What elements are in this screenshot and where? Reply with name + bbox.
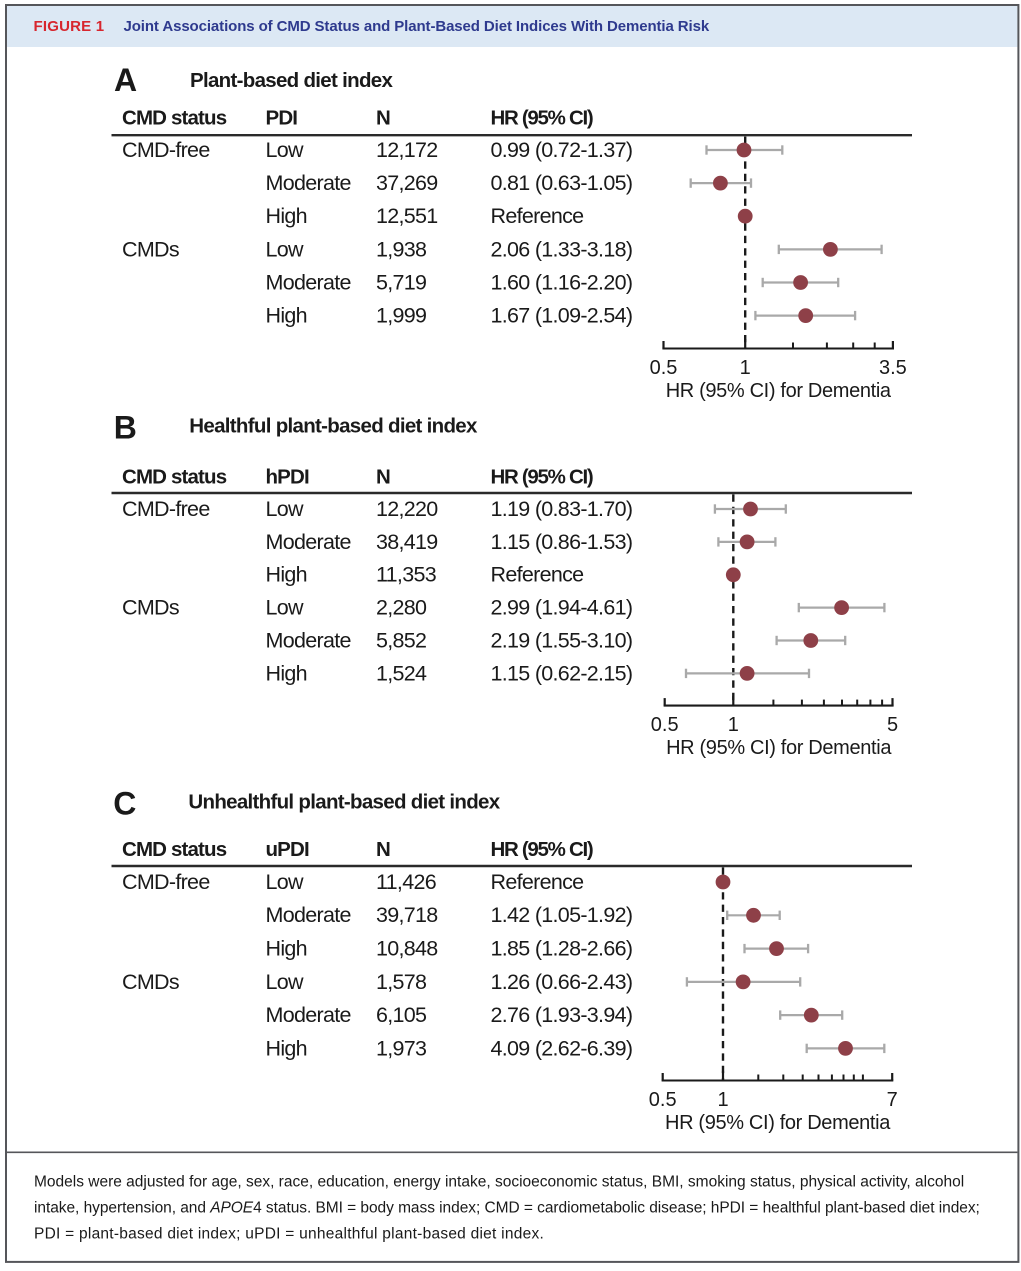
svg-text:1.19 (0.83-1.70): 1.19 (0.83-1.70) xyxy=(491,497,633,521)
svg-text:N: N xyxy=(376,107,390,130)
svg-text:12,172: 12,172 xyxy=(376,138,438,162)
svg-text:11,353: 11,353 xyxy=(376,563,437,587)
svg-text:1,524: 1,524 xyxy=(376,661,427,685)
svg-text:2,280: 2,280 xyxy=(376,596,427,620)
svg-text:5,852: 5,852 xyxy=(376,628,426,652)
svg-text:CMDs: CMDs xyxy=(122,237,179,261)
svg-text:39,718: 39,718 xyxy=(376,903,438,927)
svg-text:2.19 (1.55-3.10): 2.19 (1.55-3.10) xyxy=(491,628,633,652)
svg-text:HR (95% CI) for Dementia: HR (95% CI) for Dementia xyxy=(665,1112,891,1134)
svg-text:6,105: 6,105 xyxy=(376,1003,427,1027)
svg-text:HR (95% CI) for Dementia: HR (95% CI) for Dementia xyxy=(666,737,892,759)
svg-text:PDI = plant-based diet index;: PDI = plant-based diet index; uPDI = unh… xyxy=(34,1226,544,1243)
svg-text:Plant-based diet index: Plant-based diet index xyxy=(190,69,393,92)
svg-text:10,848: 10,848 xyxy=(376,937,438,961)
svg-text:High: High xyxy=(266,304,307,328)
svg-text:HR (95% CI): HR (95% CI) xyxy=(491,466,593,489)
svg-text:uPDI: uPDI xyxy=(266,838,309,861)
svg-text:hPDI: hPDI xyxy=(266,466,309,489)
svg-text:1.60 (1.16-2.20): 1.60 (1.16-2.20) xyxy=(491,270,633,294)
svg-text:1.42 (1.05-1.92): 1.42 (1.05-1.92) xyxy=(491,903,633,927)
svg-text:Models were adjusted for age,: Models were adjusted for age, sex, race,… xyxy=(34,1174,964,1191)
svg-text:Low: Low xyxy=(266,870,305,894)
svg-text:CMD status: CMD status xyxy=(122,838,227,861)
svg-text:Low: Low xyxy=(266,596,305,620)
svg-text:Low: Low xyxy=(266,138,305,162)
svg-text:2.06 (1.33-3.18): 2.06 (1.33-3.18) xyxy=(491,237,633,261)
svg-text:C: C xyxy=(113,786,136,822)
svg-text:0.5: 0.5 xyxy=(650,357,678,379)
svg-text:Low: Low xyxy=(266,497,305,521)
svg-text:CMDs: CMDs xyxy=(122,970,179,994)
svg-text:Low: Low xyxy=(266,237,305,261)
svg-text:5: 5 xyxy=(887,714,898,736)
svg-text:High: High xyxy=(266,1036,307,1060)
svg-text:1.67 (1.09-2.54): 1.67 (1.09-2.54) xyxy=(491,304,633,328)
svg-text:1.26 (0.66-2.43): 1.26 (0.66-2.43) xyxy=(491,970,633,994)
svg-text:PDI: PDI xyxy=(266,107,298,130)
svg-text:CMD-free: CMD-free xyxy=(122,138,210,162)
svg-text:B: B xyxy=(114,409,137,445)
svg-text:HR (95% CI): HR (95% CI) xyxy=(491,107,593,130)
svg-text:Moderate: Moderate xyxy=(266,1003,351,1027)
svg-text:Moderate: Moderate xyxy=(266,171,351,195)
svg-text:Moderate: Moderate xyxy=(266,628,351,652)
svg-text:A: A xyxy=(114,62,137,98)
svg-text:CMDs: CMDs xyxy=(122,596,179,620)
svg-text:0.5: 0.5 xyxy=(649,1089,677,1111)
svg-text:Healthful plant-based diet ind: Healthful plant-based diet index xyxy=(189,415,478,438)
svg-text:Low: Low xyxy=(266,970,305,994)
svg-text:5,719: 5,719 xyxy=(376,270,426,294)
svg-text:CMD status: CMD status xyxy=(122,466,227,489)
svg-text:N: N xyxy=(376,466,390,489)
svg-text:38,419: 38,419 xyxy=(376,530,438,554)
svg-text:CMD status: CMD status xyxy=(122,107,227,130)
svg-text:N: N xyxy=(376,838,390,861)
svg-text:Reference: Reference xyxy=(491,870,584,894)
svg-text:1,999: 1,999 xyxy=(376,304,426,328)
svg-text:7: 7 xyxy=(887,1089,898,1111)
svg-text:12,220: 12,220 xyxy=(376,497,438,521)
svg-text:1: 1 xyxy=(728,714,739,736)
svg-text:2.99 (1.94-4.61): 2.99 (1.94-4.61) xyxy=(491,596,633,620)
svg-text:HR (95% CI) for Dementia: HR (95% CI) for Dementia xyxy=(666,380,892,402)
svg-text:1.15 (0.62-2.15): 1.15 (0.62-2.15) xyxy=(491,661,633,685)
svg-text:FIGURE 1: FIGURE 1 xyxy=(34,18,105,35)
svg-text:CMD-free: CMD-free xyxy=(122,870,210,894)
svg-text:intake, hypertension, and APOE: intake, hypertension, and APOE4 status. … xyxy=(34,1200,980,1217)
svg-text:Moderate: Moderate xyxy=(266,270,351,294)
svg-text:High: High xyxy=(266,661,307,685)
svg-text:1,938: 1,938 xyxy=(376,237,427,261)
svg-text:4.09 (2.62-6.39): 4.09 (2.62-6.39) xyxy=(491,1036,633,1060)
svg-text:CMD-free: CMD-free xyxy=(122,497,210,521)
svg-text:1.15 (0.86-1.53): 1.15 (0.86-1.53) xyxy=(491,530,633,554)
svg-text:1: 1 xyxy=(740,357,751,379)
svg-text:HR (95% CI): HR (95% CI) xyxy=(491,838,593,861)
svg-text:3.5: 3.5 xyxy=(879,357,907,379)
svg-text:Reference: Reference xyxy=(491,563,584,587)
svg-text:1,578: 1,578 xyxy=(376,970,427,994)
svg-text:1: 1 xyxy=(717,1089,728,1111)
svg-text:Unhealthful plant-based diet i: Unhealthful plant-based diet index xyxy=(188,791,500,814)
svg-text:High: High xyxy=(266,937,307,961)
svg-text:2.76 (1.93-3.94): 2.76 (1.93-3.94) xyxy=(491,1003,633,1027)
svg-text:1.85 (1.28-2.66): 1.85 (1.28-2.66) xyxy=(491,937,633,961)
svg-text:0.5: 0.5 xyxy=(651,714,679,736)
svg-text:High: High xyxy=(266,563,307,587)
svg-text:High: High xyxy=(266,204,307,228)
svg-text:Joint Associations of CMD Stat: Joint Associations of CMD Status and Pla… xyxy=(124,18,710,35)
svg-text:1,973: 1,973 xyxy=(376,1036,427,1060)
svg-text:12,551: 12,551 xyxy=(376,204,438,228)
svg-text:Moderate: Moderate xyxy=(266,530,351,554)
svg-text:Moderate: Moderate xyxy=(266,903,351,927)
svg-text:11,426: 11,426 xyxy=(376,870,437,894)
svg-text:Reference: Reference xyxy=(491,204,584,228)
svg-text:0.99 (0.72-1.37): 0.99 (0.72-1.37) xyxy=(491,138,633,162)
svg-text:0.81 (0.63-1.05): 0.81 (0.63-1.05) xyxy=(491,171,633,195)
svg-text:37,269: 37,269 xyxy=(376,171,438,195)
